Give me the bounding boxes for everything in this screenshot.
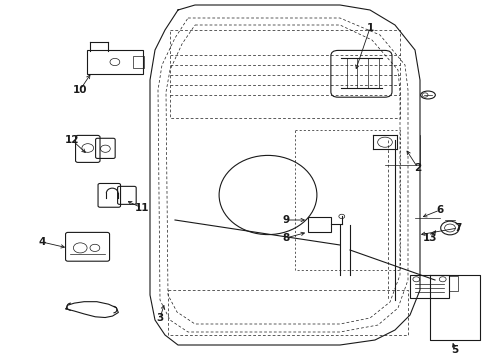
Text: 3: 3 <box>156 313 163 323</box>
Bar <box>307 217 330 231</box>
Text: 7: 7 <box>453 223 461 233</box>
Bar <box>133 55 143 68</box>
Bar <box>409 275 447 298</box>
Text: 2: 2 <box>413 163 421 173</box>
Text: 4: 4 <box>38 237 45 247</box>
Text: 8: 8 <box>282 233 289 243</box>
Text: 5: 5 <box>450 345 458 355</box>
Text: 6: 6 <box>435 205 443 215</box>
Text: 11: 11 <box>135 203 149 213</box>
Text: 10: 10 <box>73 85 87 95</box>
Text: 1: 1 <box>366 23 373 33</box>
Text: 9: 9 <box>282 215 289 225</box>
Bar <box>447 276 457 291</box>
Text: 12: 12 <box>64 135 79 145</box>
Text: 13: 13 <box>422 233 436 243</box>
